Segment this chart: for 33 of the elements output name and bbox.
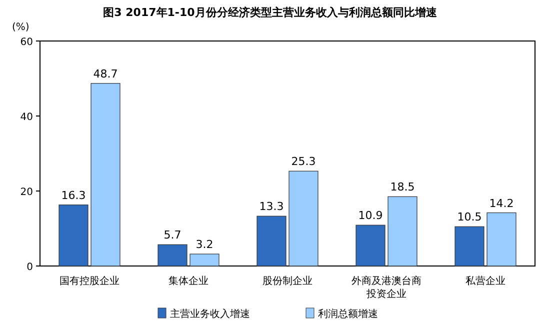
bar <box>388 196 418 266</box>
bar <box>356 224 386 266</box>
bar <box>190 254 220 266</box>
data-label: 18.5 <box>390 180 415 194</box>
y-tick-label: 40 <box>20 112 33 123</box>
data-label: 16.3 <box>61 188 86 202</box>
x-tick-label: 股份制企业 <box>262 275 312 287</box>
x-tick-label: 外商及港澳台商投资企业 <box>352 275 422 300</box>
bar <box>58 204 88 266</box>
y-axis-title: (%) <box>12 22 30 33</box>
bar <box>454 226 484 266</box>
data-label: 25.3 <box>291 155 316 168</box>
legend-label: 利润总额增速 <box>318 308 378 320</box>
chart-title: 图3 2017年1-10月份分经济类型主营业务收入与利润总额同比增速 <box>103 6 438 19</box>
bar <box>288 170 318 266</box>
data-label: 10.5 <box>457 210 482 224</box>
y-tick-label: 60 <box>20 37 33 48</box>
bar <box>90 83 120 266</box>
data-label: 5.7 <box>164 228 182 242</box>
data-label: 13.3 <box>259 200 284 214</box>
y-tick-label: 20 <box>20 187 33 198</box>
bar <box>158 244 188 266</box>
data-label: 10.9 <box>358 209 383 222</box>
x-tick-label: 集体企业 <box>168 275 208 287</box>
bar <box>486 212 516 266</box>
legend-label: 主营业务收入增速 <box>170 308 250 320</box>
bar <box>256 216 286 266</box>
data-label: 48.7 <box>93 67 118 80</box>
y-tick-label: 0 <box>26 262 33 273</box>
x-tick-label: 国有控股企业 <box>60 275 120 287</box>
data-label: 14.2 <box>489 196 514 210</box>
data-label: 3.2 <box>196 238 214 251</box>
x-tick-label: 私营企业 <box>466 275 506 287</box>
